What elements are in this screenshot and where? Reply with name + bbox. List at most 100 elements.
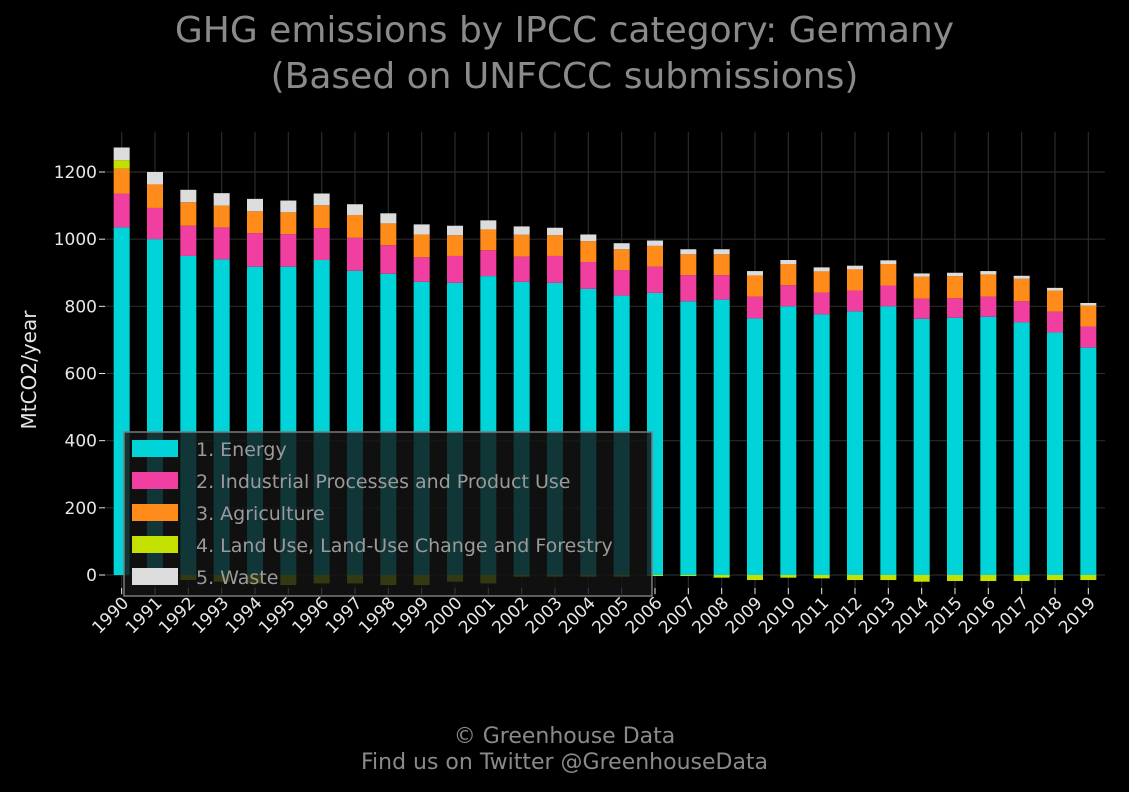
legend-swatch xyxy=(132,536,178,553)
bar-segment-1998-series-2 xyxy=(380,245,397,274)
y-tick-label: 1200 xyxy=(54,163,97,183)
bar-segment-1996-series-3 xyxy=(313,205,330,229)
bar-segment-1990-series-5 xyxy=(113,147,130,161)
bar-segment-2008-series-3 xyxy=(713,254,730,276)
bar-segment-2016-series-5 xyxy=(980,271,997,275)
y-tick-label: 400 xyxy=(65,432,97,452)
y-tick-label: 800 xyxy=(65,297,97,317)
bar-segment-1998-series-3 xyxy=(380,223,397,246)
bar-segment-1995-series-2 xyxy=(280,234,297,267)
bar-segment-1991-series-3 xyxy=(147,184,163,208)
bar-segment-2010-series-1 xyxy=(780,306,797,575)
bar-segment-2003-series-3 xyxy=(547,235,563,256)
x-tick-label: 2017 xyxy=(988,593,1033,638)
bar-segment-2016-series-3 xyxy=(980,274,997,297)
y-tick-label: 0 xyxy=(86,566,97,586)
bar-segment-2000-series-3 xyxy=(447,235,463,256)
bar-segment-2010-series-4 xyxy=(780,575,797,578)
legend-entry-label: 2. Industrial Processes and Product Use xyxy=(196,471,570,493)
bar-segment-2016-series-2 xyxy=(980,296,997,317)
bar-segment-2012-series-5 xyxy=(847,265,863,270)
x-tick-label: 2012 xyxy=(822,593,867,638)
footer-copyright: © Greenhouse Data xyxy=(453,724,676,749)
chart-title-line-2: (Based on UNFCCC submissions) xyxy=(270,56,859,97)
bar-segment-1999-series-3 xyxy=(413,234,430,258)
bar-segment-2010-series-2 xyxy=(780,285,797,307)
bar-segment-2001-series-5 xyxy=(480,220,497,230)
footer-twitter: Find us on Twitter @GreenhouseData xyxy=(360,750,769,775)
bar-segment-2010-series-5 xyxy=(780,259,797,265)
x-tick-label: 2006 xyxy=(622,593,667,638)
bar-segment-2018-series-1 xyxy=(1047,332,1063,575)
x-tick-label: 2001 xyxy=(455,593,500,638)
bar-segment-2011-series-1 xyxy=(813,314,830,575)
bar-segment-2001-series-3 xyxy=(480,229,497,251)
y-axis-label: MtCO2/year xyxy=(17,310,41,430)
bar-segment-2004-series-3 xyxy=(580,241,597,263)
bar-segment-2017-series-3 xyxy=(1013,278,1030,302)
bar-segment-2016-series-1 xyxy=(980,316,997,575)
x-tick-label: 2000 xyxy=(422,593,467,638)
bar-segment-2019-series-4 xyxy=(1080,575,1097,581)
bar-segment-2012-series-3 xyxy=(847,269,863,291)
x-tick-label: 1990 xyxy=(88,593,133,638)
bar-segment-2002-series-5 xyxy=(513,226,530,235)
y-axis-ticks: 0 200 400 600 800 1000 1200 xyxy=(54,163,105,586)
legend-entry-label: 4. Land Use, Land-Use Change and Forestr… xyxy=(196,535,613,557)
bar-segment-2008-series-1 xyxy=(713,299,730,575)
x-tick-label: 1999 xyxy=(388,593,433,638)
bar-segment-2012-series-1 xyxy=(847,311,863,575)
legend-entry-label: 5. Waste xyxy=(196,567,278,589)
bar-segment-1990-series-2 xyxy=(113,193,130,228)
bar-segment-2018-series-2 xyxy=(1047,311,1063,333)
bar-segment-1996-series-5 xyxy=(313,193,330,206)
bar-segment-2015-series-2 xyxy=(947,298,963,318)
legend-box xyxy=(123,431,653,597)
bar-segment-1992-series-3 xyxy=(180,202,197,226)
bar-segment-2005-series-5 xyxy=(613,243,630,250)
x-tick-label: 1998 xyxy=(355,593,400,638)
bar-segment-2013-series-4 xyxy=(880,575,897,581)
x-tick-label: 1996 xyxy=(288,593,333,638)
bar-segment-2015-series-1 xyxy=(947,317,963,575)
legend-swatch xyxy=(132,568,178,585)
bar-segment-2005-series-3 xyxy=(613,249,630,271)
bar-segment-2019-series-3 xyxy=(1080,305,1097,327)
bar-segment-2018-series-5 xyxy=(1047,287,1063,291)
bar-segment-2017-series-5 xyxy=(1013,275,1030,279)
x-tick-label: 2019 xyxy=(1055,593,1100,638)
legend-swatch xyxy=(132,440,178,457)
legend-swatch xyxy=(132,504,178,521)
x-tick-label: 2004 xyxy=(555,593,600,638)
bar-segment-2004-series-5 xyxy=(580,234,597,242)
x-tick-label: 1994 xyxy=(222,593,267,638)
bar-segment-2006-series-3 xyxy=(647,245,663,267)
bar-segment-1994-series-5 xyxy=(247,198,263,212)
bar-segment-1997-series-5 xyxy=(347,204,363,215)
bar-segment-2001-series-2 xyxy=(480,250,497,277)
y-tick-label: 200 xyxy=(65,499,97,519)
legend: 1. Energy 2. Industrial Processes and Pro… xyxy=(123,431,653,597)
bar-segment-1991-series-5 xyxy=(147,172,163,185)
bar-segment-2000-series-2 xyxy=(447,255,463,283)
x-tick-label: 1993 xyxy=(188,593,233,638)
bar-segment-2012-series-4 xyxy=(847,575,863,581)
bar-segment-2014-series-2 xyxy=(913,298,930,319)
bar-segment-2009-series-2 xyxy=(747,296,763,319)
x-tick-label: 1995 xyxy=(255,593,300,638)
x-tick-label: 2013 xyxy=(855,593,900,638)
bar-segment-2012-series-2 xyxy=(847,290,863,312)
bar-segment-1990-series-3 xyxy=(113,168,130,194)
bar-segment-2014-series-3 xyxy=(913,276,930,299)
bar-segment-2019-series-1 xyxy=(1080,347,1097,575)
bar-segment-2009-series-3 xyxy=(747,275,763,297)
bar-segment-2011-series-4 xyxy=(813,575,830,579)
bar-segment-2009-series-4 xyxy=(747,575,763,581)
bar-segment-1993-series-3 xyxy=(213,205,230,228)
bar-segment-1993-series-2 xyxy=(213,227,230,260)
bar-segment-2017-series-2 xyxy=(1013,301,1030,323)
bar-segment-1995-series-3 xyxy=(280,212,297,235)
bar-segment-2003-series-2 xyxy=(547,255,563,283)
x-tick-label: 2010 xyxy=(755,593,800,638)
